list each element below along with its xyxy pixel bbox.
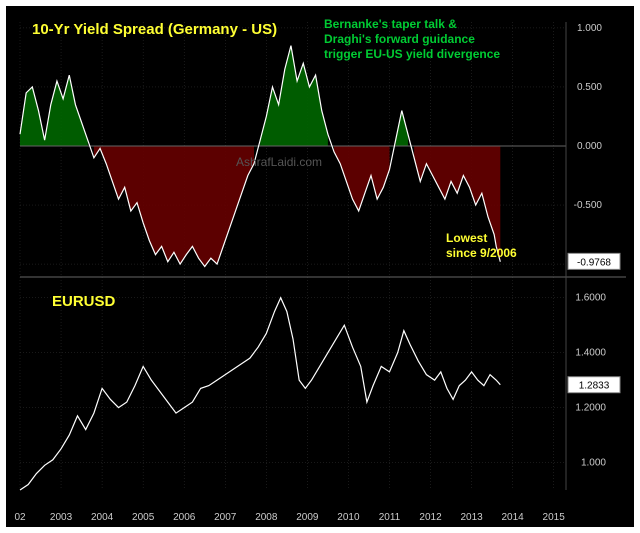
watermark: AshrafLaidi.com: [236, 155, 322, 169]
annotation-taper: trigger EU-US yield divergence: [324, 47, 500, 61]
x-tick-label: 2003: [50, 512, 73, 523]
y-tick-label-bottom: 1.2000: [575, 403, 606, 414]
y-tick-label-bottom: 1.6000: [575, 293, 606, 304]
y-tick-label-top: 0.500: [577, 82, 602, 93]
x-tick-label: 2008: [255, 512, 278, 523]
y-tick-label-top: -0.500: [574, 200, 603, 211]
eurusd-line: [20, 298, 500, 490]
bottom-chart-title: EURUSD: [52, 293, 116, 310]
annotation-lowest: since 9/2006: [446, 246, 517, 260]
y-tick-label-bottom: 1.000: [581, 458, 606, 469]
top-chart-title: 10-Yr Yield Spread (Germany - US): [32, 21, 277, 38]
eurusd-current-value: 1.2833: [579, 381, 610, 392]
x-tick-label: 2013: [460, 512, 483, 523]
y-tick-label-top: 1.000: [577, 23, 602, 34]
x-tick-label: 2009: [296, 512, 319, 523]
x-tick-label: 2014: [502, 512, 525, 523]
y-tick-label-bottom: 1.4000: [575, 348, 606, 359]
x-tick-label: 2007: [214, 512, 237, 523]
x-tick-label: 2011: [379, 512, 401, 523]
x-tick-label: 2004: [91, 512, 114, 523]
x-tick-label: 02: [14, 512, 26, 523]
annotation-lowest: Lowest: [446, 231, 487, 245]
x-tick-label: 2006: [173, 512, 196, 523]
spread-current-value: -0.9768: [577, 257, 611, 268]
y-tick-label-top: 0.000: [577, 141, 602, 152]
x-tick-label: 2010: [337, 512, 360, 523]
chart-container: 02 2003 2004 2005 2006 2007 2008 2009 2010 2011 20…: [0, 0, 640, 533]
chart-canvas: 02 2003 2004 2005 2006 2007 2008 2009 2010 2011 20…: [6, 6, 634, 527]
annotation-taper: Bernanke's taper talk &: [324, 17, 457, 31]
x-tick-label: 2005: [132, 512, 155, 523]
annotation-taper: Draghi's forward guidance: [324, 32, 475, 46]
x-tick-label: 2015: [543, 512, 566, 523]
x-tick-label: 2012: [419, 512, 442, 523]
